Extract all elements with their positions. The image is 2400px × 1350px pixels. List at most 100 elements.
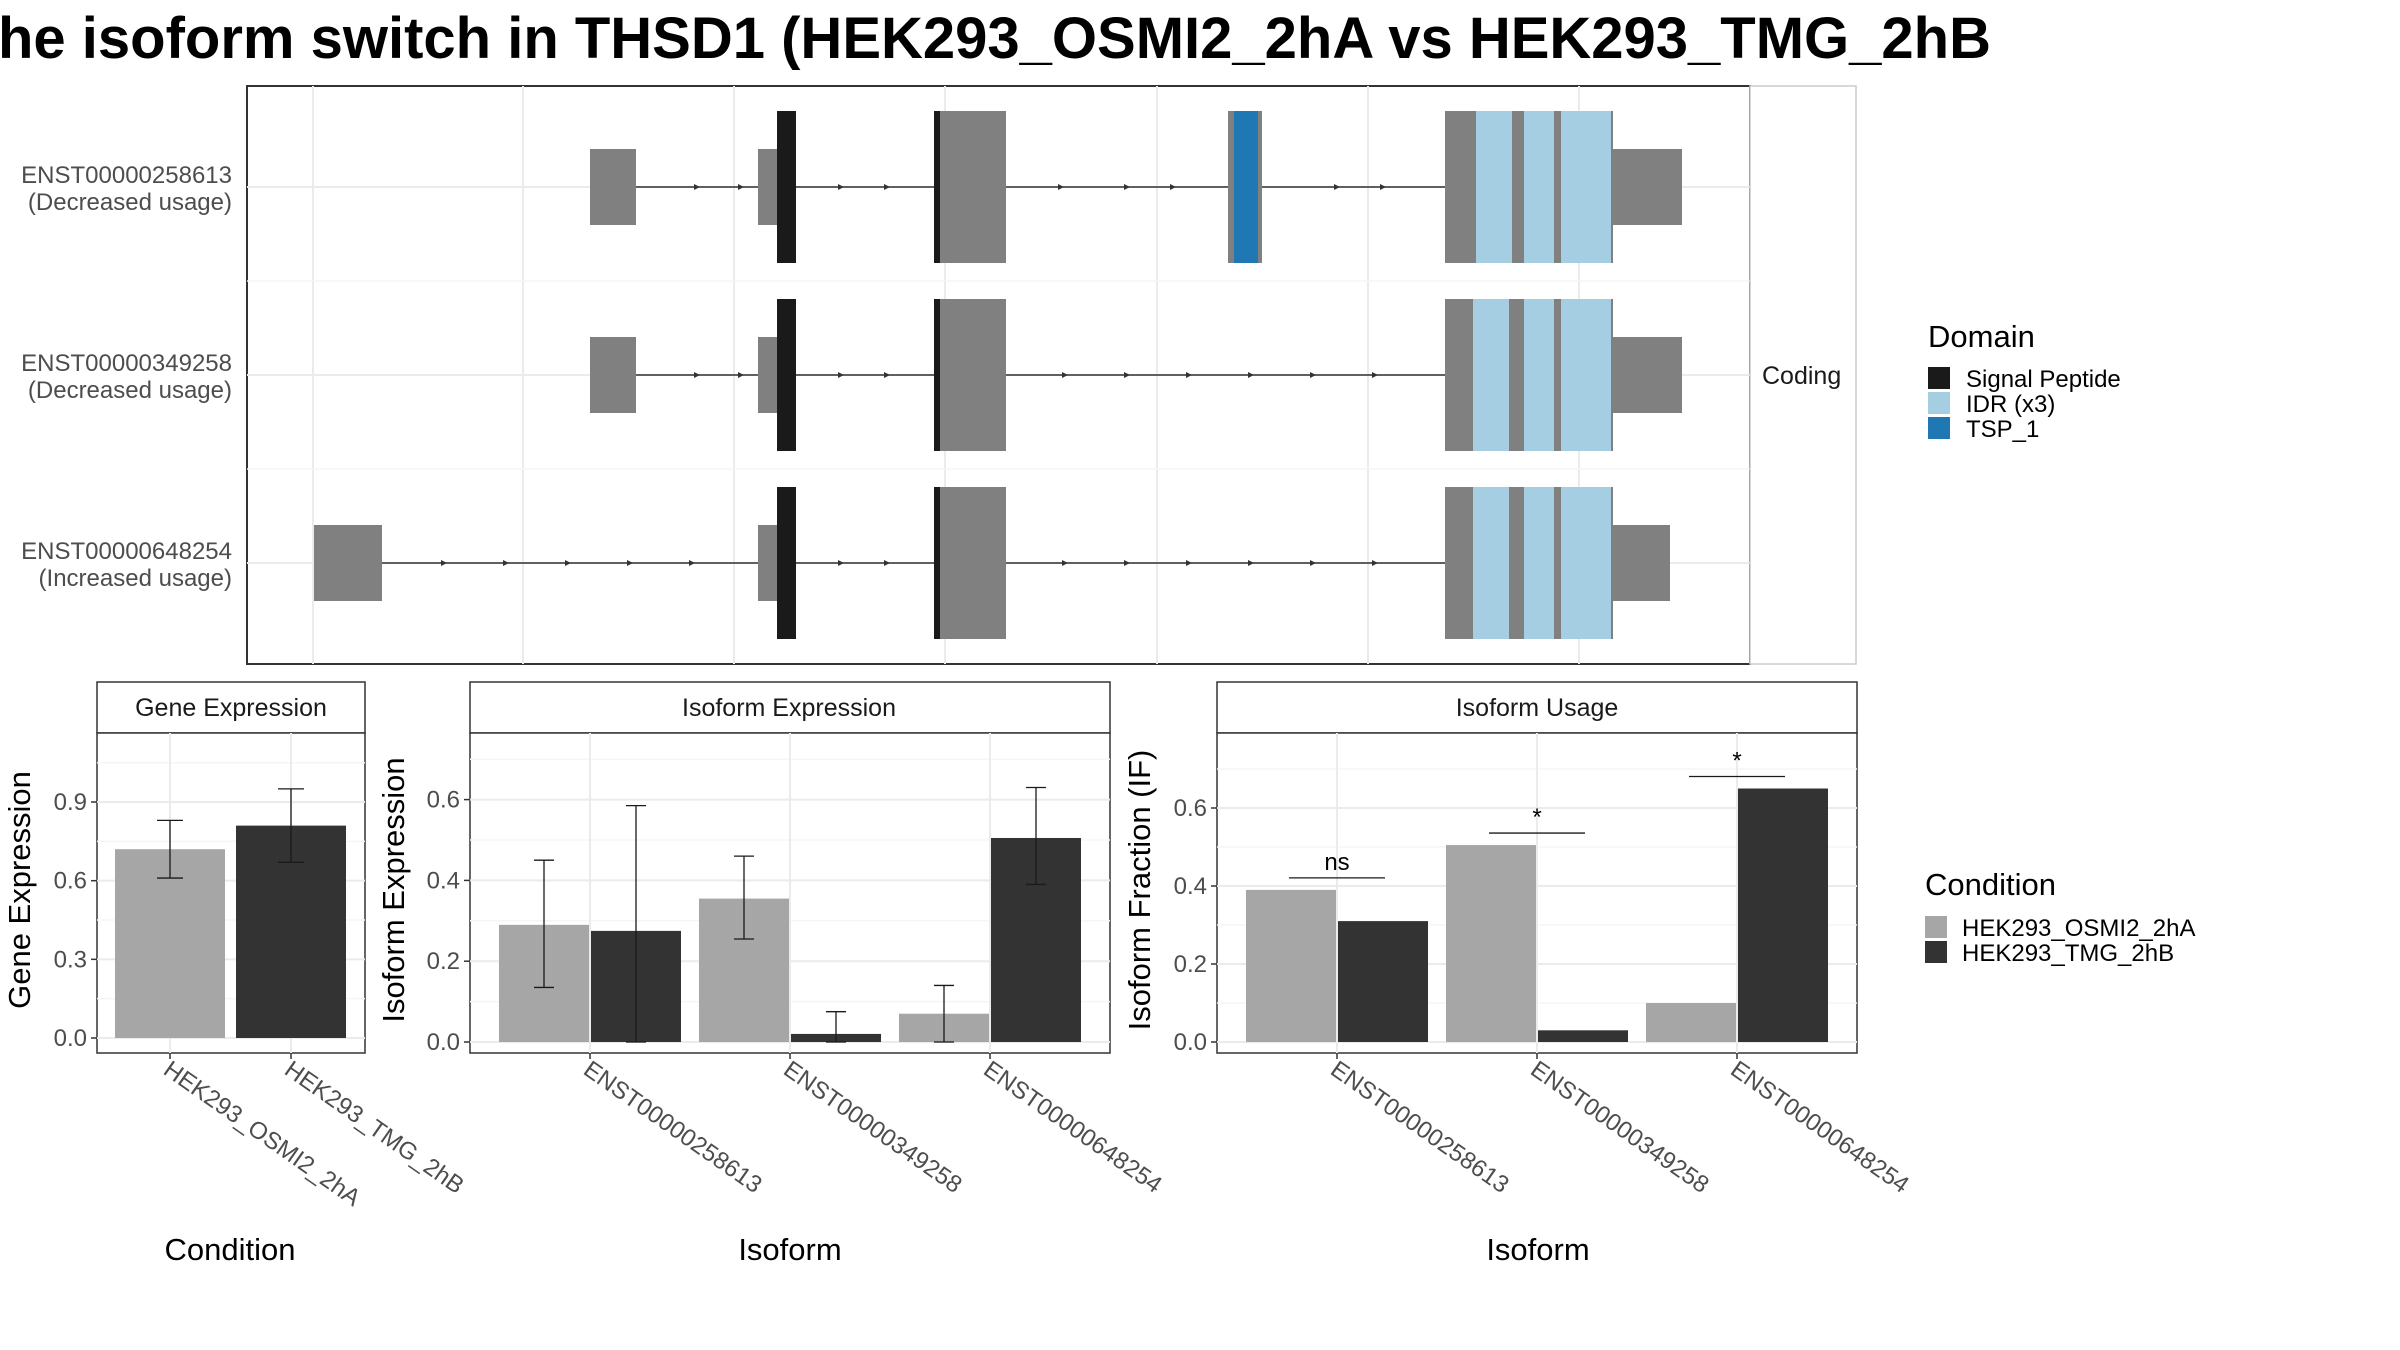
x-tick-label: HEK293_OSMI2_2hA	[159, 1056, 366, 1212]
isoform-label-2-id: ENST00000349258	[21, 350, 232, 377]
y-tick-label: 0.2	[1174, 951, 1207, 978]
x-tick-label: ENST00000648254	[979, 1056, 1167, 1199]
signal-peptide-domain	[934, 111, 941, 263]
bar	[1338, 921, 1428, 1042]
y-axis-title: Gene Expression	[2, 771, 37, 1009]
exon-utr	[314, 525, 382, 601]
exon-utr	[590, 337, 636, 413]
isoform-label-3-id: ENST00000648254	[21, 538, 232, 565]
exon-utr	[1612, 525, 1670, 601]
y-tick-label: 0.3	[54, 946, 87, 973]
isoform-label-3-usage: (Increased usage)	[39, 565, 232, 592]
figure-title: he isoform switch in THSD1 (HEK293_OSMI2…	[0, 6, 1991, 71]
panel-strip-title: Isoform Expression	[682, 694, 896, 722]
legend-label-osmi2: HEK293_OSMI2_2hA	[1962, 915, 2195, 942]
isoform-track-3	[314, 487, 1670, 639]
y-tick-label: 0.6	[427, 787, 460, 814]
bar	[115, 849, 225, 1038]
idr-domain	[1561, 487, 1611, 639]
x-axis-title: Isoform	[738, 1232, 841, 1267]
exon-utr	[1612, 337, 1682, 413]
signal-peptide-domain	[934, 487, 941, 639]
legend-swatch-idr	[1928, 392, 1950, 414]
isoform-label-2-usage: (Decreased usage)	[28, 377, 232, 404]
y-axis-title: Isoform Fraction (IF)	[1122, 750, 1157, 1031]
isoform-track-2	[590, 299, 1682, 451]
x-tick-label: ENST00000349258	[1526, 1056, 1714, 1199]
isoform-structure-panel: Coding ENST00000258613 (Decreased usage)…	[21, 85, 1857, 665]
panel-strip	[96, 681, 366, 734]
exon-utr	[1612, 149, 1682, 225]
y-tick-label: 0.9	[54, 789, 87, 816]
signal-peptide-domain	[777, 299, 796, 451]
condition-legend: Condition HEK293_OSMI2_2hA HEK293_TMG_2h…	[1925, 867, 2195, 967]
isoform-label-1-usage: (Decreased usage)	[28, 189, 232, 216]
panel-strip	[469, 681, 1111, 734]
legend-label-tsp1: TSP_1	[1966, 416, 2039, 443]
y-tick-label: 0.0	[1174, 1029, 1207, 1056]
exon-coding	[940, 111, 1006, 263]
legend-label-signal-peptide: Signal Peptide	[1966, 366, 2121, 393]
signal-peptide-domain	[777, 111, 796, 263]
legend-label-idr: IDR (x3)	[1966, 391, 2055, 418]
x-tick-label: ENST00000648254	[1726, 1056, 1914, 1199]
exon-utr	[758, 149, 778, 225]
x-tick-label: ENST00000349258	[779, 1056, 967, 1199]
intron-arrows	[441, 560, 1378, 566]
x-tick-label: ENST00000258613	[579, 1056, 767, 1199]
legend-swatch-tmg	[1925, 941, 1947, 963]
legend-swatch-tsp1	[1928, 417, 1950, 439]
isoform-expression-panel: Isoform Expression Isoform Isoform Expre…	[376, 681, 1167, 1267]
significance-label: *	[1532, 804, 1541, 831]
idr-domain	[1473, 487, 1509, 639]
isoform-label-1-id: ENST00000258613	[21, 162, 232, 189]
tsp1-domain	[1234, 111, 1258, 263]
legend-swatch-osmi2	[1925, 916, 1947, 938]
panel-strip	[1216, 681, 1858, 734]
domain-legend: Domain Signal Peptide IDR (x3) TSP_1	[1928, 319, 2121, 443]
significance-label: *	[1732, 748, 1741, 775]
isoform-track-1	[590, 111, 1682, 263]
idr-domain	[1561, 111, 1611, 263]
idr-domain	[1524, 299, 1554, 451]
bar	[1738, 788, 1828, 1042]
intron-arrows	[694, 184, 1386, 190]
condition-legend-title: Condition	[1925, 867, 2056, 902]
panel-strip-title: Gene Expression	[135, 694, 327, 722]
exon-utr	[758, 525, 778, 601]
y-tick-label: 0.2	[427, 948, 460, 975]
legend-swatch-signal-peptide	[1928, 367, 1950, 389]
x-tick-label: ENST00000258613	[1326, 1056, 1514, 1199]
exon-utr	[758, 337, 778, 413]
structure-y-labels: ENST00000258613 (Decreased usage) ENST00…	[21, 162, 232, 592]
panel-strip-title: Isoform Usage	[1456, 694, 1619, 722]
idr-domain	[1473, 299, 1509, 451]
y-axis-title: Isoform Expression	[376, 757, 411, 1022]
y-tick-label: 0.6	[54, 868, 87, 895]
idr-domain	[1476, 111, 1512, 263]
idr-domain	[1524, 487, 1554, 639]
y-tick-label: 0.0	[427, 1029, 460, 1056]
idr-domain	[1524, 111, 1554, 263]
signal-peptide-domain	[777, 487, 796, 639]
x-axis-title: Condition	[165, 1232, 296, 1267]
exon-utr	[590, 149, 636, 225]
legend-label-tmg: HEK293_TMG_2hB	[1962, 940, 2174, 967]
bar	[1538, 1030, 1628, 1042]
facet-label-coding: Coding	[1762, 362, 1841, 390]
y-tick-label: 0.4	[1174, 873, 1207, 900]
domain-legend-title: Domain	[1928, 319, 2035, 354]
significance-label: ns	[1324, 849, 1349, 876]
x-axis-title: Isoform	[1486, 1232, 1589, 1267]
bar	[1646, 1003, 1736, 1042]
idr-domain	[1561, 299, 1611, 451]
exon-coding	[940, 487, 1006, 639]
exon-coding	[940, 299, 1006, 451]
bar	[1246, 889, 1336, 1042]
bar	[1446, 845, 1536, 1042]
gene-expression-panel: Gene Expression Condition Gene Expressio…	[2, 681, 469, 1267]
y-tick-label: 0.0	[54, 1025, 87, 1052]
y-tick-label: 0.4	[427, 867, 460, 894]
